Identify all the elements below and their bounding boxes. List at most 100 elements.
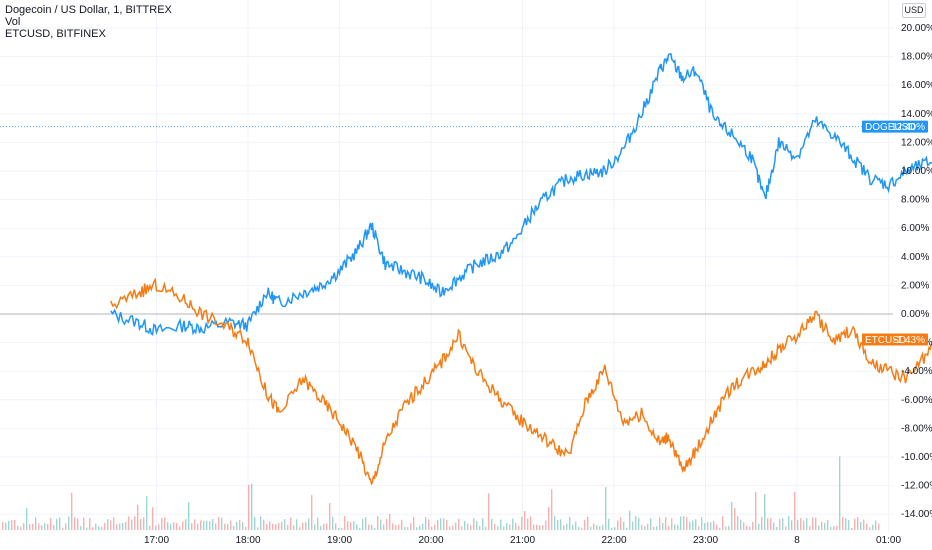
- volume-bar: [293, 525, 295, 530]
- volume-bar: [725, 526, 727, 530]
- volume-bar: [713, 520, 715, 530]
- volume-bar: [206, 520, 208, 530]
- volume-bar: [761, 516, 763, 530]
- volume-bar: [173, 522, 175, 530]
- time-scale[interactable]: 17:00 18:00 19:00 20:00 21:00 22:00 23:00 8 01:0…: [144, 535, 932, 546]
- volume-bar: [191, 523, 193, 530]
- legend-compare-symbol[interactable]: ETCUSD, BITFINEX: [5, 28, 106, 40]
- volume-bar: [524, 510, 526, 530]
- legend-main-symbol[interactable]: Dogecoin / US Dollar, 1, BITTREX: [5, 4, 172, 16]
- volume-bar: [2, 522, 4, 530]
- last-value-badge-dogeusd: [862, 120, 928, 133]
- volume-bar: [185, 519, 187, 530]
- volume-bar: [473, 518, 475, 530]
- volume-bar: [224, 523, 226, 530]
- volume-bar: [701, 517, 703, 530]
- volume-bar: [11, 520, 13, 530]
- volume-bar: [833, 526, 835, 530]
- volume-bar: [308, 518, 310, 530]
- volume-bar: [446, 519, 448, 530]
- volume-bar: [32, 523, 34, 530]
- volume-bar: [137, 504, 139, 530]
- volume-bar: [125, 522, 127, 530]
- volume-bar: [779, 519, 781, 530]
- volume-bar: [506, 522, 508, 530]
- volume-bar: [458, 518, 460, 530]
- volume-bar: [452, 525, 454, 530]
- volume-bar: [197, 523, 199, 530]
- volume-bar: [20, 526, 22, 530]
- volume-bar: [638, 517, 640, 530]
- series-line-etcusd[interactable]: [110, 277, 932, 486]
- price-scale[interactable]: 20.00% 18.00% 16.00% 14.00% 12.00% 10.00% 8.00…: [901, 23, 932, 520]
- y-tick-label: 8.00%: [901, 195, 929, 206]
- volume-bar: [548, 507, 550, 530]
- volume-bar: [734, 508, 736, 530]
- volume-bar: [803, 520, 805, 530]
- volume-bar: [635, 516, 637, 530]
- x-tick-label: 23:00: [693, 535, 718, 546]
- volume-bar: [503, 526, 505, 530]
- x-tick-label: 20:00: [418, 535, 443, 546]
- volume-bar: [161, 518, 163, 530]
- volume-bar: [236, 521, 238, 530]
- volume-bar: [836, 525, 838, 530]
- volume-bar: [845, 518, 847, 530]
- y-tick-label: 6.00%: [901, 223, 929, 234]
- volume-bar: [806, 518, 808, 530]
- volume-bar: [662, 522, 664, 530]
- volume-bar: [80, 526, 82, 530]
- x-tick-label: 21:00: [510, 535, 535, 546]
- volume-bar: [122, 522, 124, 530]
- volume-bar: [719, 527, 721, 530]
- volume-bar: [422, 523, 424, 530]
- volume-bar: [416, 527, 418, 530]
- volume-bar: [581, 527, 583, 530]
- volume-bar: [152, 507, 154, 530]
- volume-bar: [815, 517, 817, 530]
- volume-bar: [839, 456, 841, 530]
- volume-bar: [602, 524, 604, 530]
- volume-bar: [92, 527, 94, 530]
- volume-bar: [578, 526, 580, 530]
- volume-bar: [545, 520, 547, 530]
- y-tick-label: -10.00%: [901, 452, 932, 463]
- volume-bar: [614, 527, 616, 530]
- volume-bar: [599, 526, 601, 530]
- volume-bar: [302, 522, 304, 530]
- series-line-dogeusd[interactable]: [110, 53, 932, 336]
- volume-bar: [566, 523, 568, 530]
- badge-symbol: ETCUSD: [865, 335, 906, 346]
- volume-bar: [380, 519, 382, 530]
- volume-bar: [320, 525, 322, 530]
- volume-bar: [410, 523, 412, 530]
- volume-bar: [689, 521, 691, 530]
- volume-bar: [143, 517, 145, 530]
- volume-bar: [443, 518, 445, 530]
- volume-bar: [695, 519, 697, 530]
- volume-bar: [392, 523, 394, 530]
- volume-bar: [791, 520, 793, 530]
- volume-bar: [89, 518, 91, 530]
- volume-bar: [617, 520, 619, 530]
- volume-bar: [494, 523, 496, 530]
- volume-bar: [23, 522, 25, 530]
- volume-bar: [620, 517, 622, 530]
- volume-bar: [692, 520, 694, 530]
- volume-bar: [569, 516, 571, 530]
- volume-bar: [383, 524, 385, 530]
- volume-bar: [275, 524, 277, 530]
- y-tick-label: -6.00%: [901, 395, 932, 406]
- volume-bar: [359, 527, 361, 530]
- y-tick-label: 10.00%: [901, 166, 932, 177]
- legend-volume[interactable]: Vol: [5, 16, 21, 28]
- volume-bar: [233, 526, 235, 530]
- volume-bar: [575, 521, 577, 530]
- volume-bar: [386, 519, 388, 530]
- price-scale-unit-button[interactable]: USD: [902, 3, 926, 18]
- volume-bar: [644, 525, 646, 530]
- x-tick-label: 17:00: [144, 535, 169, 546]
- volume-bar: [728, 525, 730, 530]
- volume-bar: [455, 522, 457, 530]
